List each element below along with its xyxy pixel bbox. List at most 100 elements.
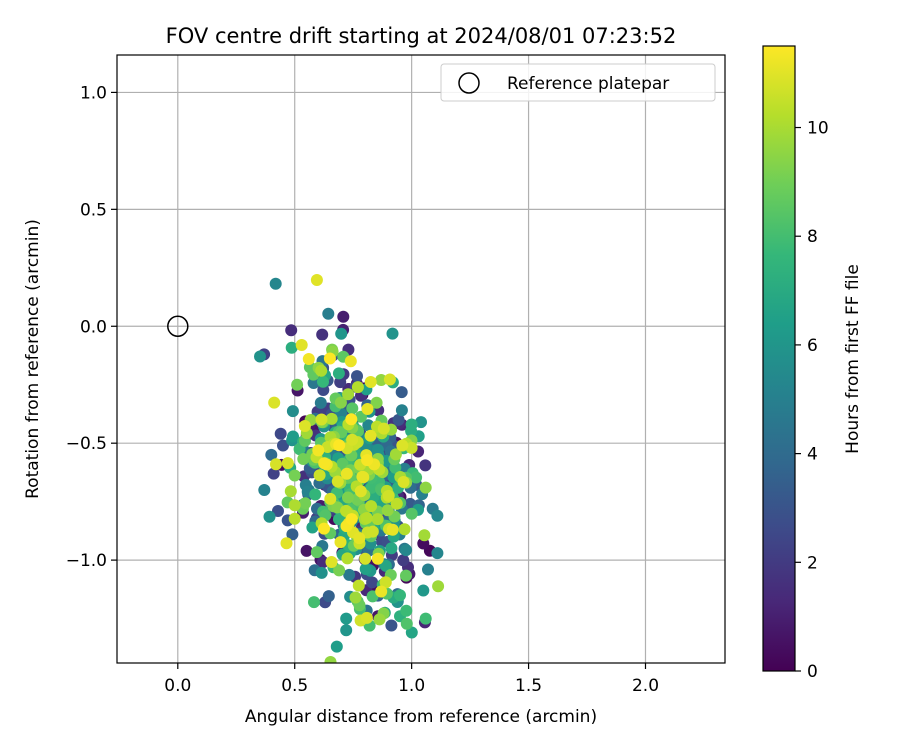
scatter-point	[343, 568, 356, 581]
scatter-point	[400, 604, 413, 617]
scatter-point	[373, 613, 386, 626]
scatter-point	[315, 566, 328, 579]
scatter-point	[381, 504, 394, 517]
scatter-point	[334, 396, 347, 409]
scatter-point	[316, 328, 329, 341]
scatter-point	[340, 467, 353, 480]
scatter-point	[344, 355, 357, 368]
scatter-point	[405, 418, 418, 431]
scatter-point	[317, 375, 329, 388]
scatter-point	[298, 420, 311, 432]
scatter-point	[324, 656, 337, 663]
scatter-point	[318, 457, 331, 470]
scatter-point	[269, 277, 282, 290]
scatter-point	[386, 523, 399, 536]
scatter-point	[330, 640, 343, 653]
y-axis-ticks: 1.0 0.5 0.0 −0.5 −1.0	[66, 83, 117, 571]
scatter-point	[364, 376, 377, 388]
scatter-point	[309, 488, 322, 501]
scatter-point	[291, 378, 304, 391]
scatter-point	[341, 552, 354, 565]
scatter-point	[332, 367, 345, 380]
scatter-point	[284, 485, 297, 498]
scatter-point	[267, 467, 280, 480]
legend-box	[440, 63, 716, 102]
scatter-point	[359, 552, 372, 565]
scatter-point	[337, 310, 350, 323]
scatter-point	[346, 433, 359, 446]
scatter-point	[396, 439, 409, 452]
scatter-point	[365, 500, 378, 513]
scatter-point	[286, 405, 299, 418]
y-axis-label: Rotation from reference (arcmin)	[23, 219, 43, 499]
scatter-point	[297, 453, 310, 465]
scatter-point	[400, 569, 412, 582]
colorbar-tick-label: 0	[807, 662, 818, 682]
scatter-point	[342, 491, 354, 504]
scatter-point	[356, 470, 369, 483]
grid	[117, 55, 725, 663]
x-axis-label: Angular distance from reference (arcmin)	[245, 707, 597, 727]
scatter-point	[299, 497, 312, 510]
scatter-point	[295, 339, 308, 351]
scatter-points	[254, 274, 445, 663]
colorbar-tick-label: 6	[807, 336, 818, 356]
colorbar-label: Hours from first FF file	[843, 264, 863, 454]
scatter-point	[431, 547, 444, 560]
scatter-point	[389, 448, 402, 461]
scatter-point	[285, 341, 298, 354]
scatter-point	[398, 523, 411, 536]
scatter-point	[312, 444, 325, 457]
scatter-point	[286, 528, 299, 541]
scatter-point	[317, 556, 329, 569]
y-tick-label: −0.5	[66, 434, 107, 454]
scatter-point	[400, 544, 413, 557]
scatter-point	[258, 484, 271, 496]
scatter-point	[349, 591, 362, 604]
scatter-point	[432, 580, 445, 593]
scatter-point	[366, 525, 379, 538]
scatter-point	[346, 402, 359, 415]
scatter-point	[340, 624, 353, 637]
scatter-point	[325, 412, 338, 425]
scatter-point	[354, 485, 367, 498]
plot-frame	[116, 54, 726, 664]
scatter-point	[351, 381, 364, 394]
scatter-point	[382, 489, 395, 502]
x-tick-label: 1.0	[398, 676, 425, 696]
scatter-point	[340, 612, 353, 625]
scatter-point	[277, 439, 289, 452]
scatter-point	[313, 469, 326, 482]
scatter-point	[322, 590, 335, 603]
scatter-point	[334, 536, 347, 549]
scatter-point	[395, 386, 408, 399]
scatter-point	[315, 364, 328, 377]
scatter-point	[360, 611, 373, 624]
legend-marker	[458, 72, 480, 94]
scatter-point	[394, 589, 406, 602]
scatter-point	[318, 522, 330, 535]
y-tick-label: 0.0	[80, 317, 107, 337]
scatter-point	[307, 377, 320, 389]
scatter-point	[375, 585, 388, 598]
scatter-point	[268, 396, 281, 409]
scatter-point	[323, 352, 336, 365]
scatter-point	[418, 529, 431, 542]
scatter-point	[383, 373, 396, 386]
plot-area: 0.0 0.5 1.0 1.5 2.0 1.0 0.5 0.0 −0.5 −1.0	[66, 54, 726, 696]
scatter-point	[400, 617, 413, 630]
scatter-point	[379, 576, 392, 589]
scatter-point	[431, 509, 444, 522]
scatter-point	[379, 559, 392, 572]
scatter-point	[288, 512, 301, 525]
scatter-point	[270, 458, 282, 471]
colorbar-tick-label: 2	[807, 553, 818, 573]
colorbar-frame	[762, 45, 796, 672]
scatter-point	[405, 507, 418, 520]
scatter-point	[265, 448, 278, 461]
scatter-point	[288, 469, 301, 482]
scatter-point	[308, 596, 320, 609]
colorbar-tick-label: 10	[807, 119, 829, 139]
colorbar-tick-label: 8	[807, 227, 818, 247]
